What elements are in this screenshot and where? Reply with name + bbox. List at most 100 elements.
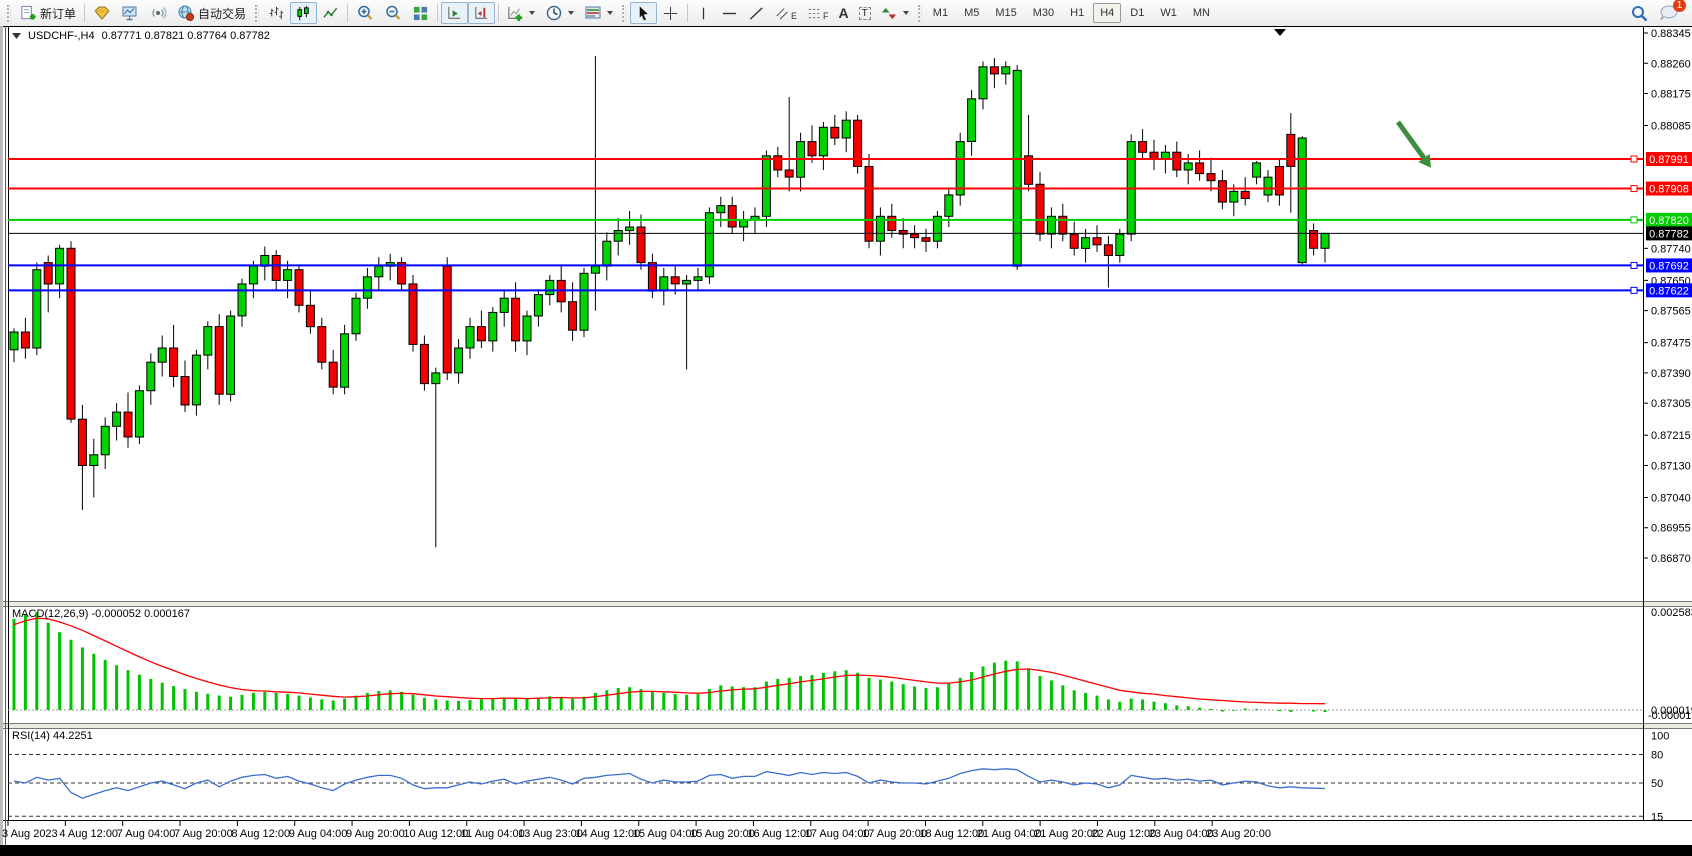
annotation-arrow[interactable] (1395, 120, 1432, 168)
hline-handle (1630, 286, 1638, 294)
price-tick-label: 0.87040 (1651, 492, 1691, 504)
tile-windows-button[interactable] (407, 2, 434, 24)
text-tool-button[interactable]: A (834, 2, 854, 24)
price-tick-label: 0.87475 (1651, 338, 1691, 350)
timeframe-M1[interactable]: M1 (926, 3, 955, 23)
text-label-tool-button[interactable]: T (854, 2, 876, 24)
horizontal-line-icon (722, 12, 737, 14)
templates-button[interactable] (579, 2, 618, 24)
current-price-label: 0.87782 (1649, 228, 1689, 240)
price-tick-label: 0.87305 (1651, 398, 1691, 410)
rsi-level-label: 100 (1651, 731, 1669, 743)
timeframe-D1[interactable]: D1 (1123, 3, 1151, 23)
crosshair-tool-button[interactable] (657, 2, 684, 24)
zoom-in-button[interactable] (351, 2, 379, 24)
chart-shift-button[interactable] (468, 2, 496, 24)
periods-button[interactable] (540, 2, 579, 24)
arrows-dropdown-caret[interactable] (902, 11, 909, 15)
macd-axis-low: 0.000019 (1651, 705, 1692, 717)
price-tick-label: 0.87215 (1651, 430, 1691, 442)
timeframe-H4[interactable]: H4 (1093, 3, 1122, 23)
chart-title-symbol: USDCHF-,H4 (28, 30, 95, 42)
search-button[interactable] (1630, 4, 1649, 23)
notifications-button[interactable]: 1 (1659, 0, 1686, 22)
arrows-tool-button[interactable] (876, 2, 914, 24)
rsi-level-label: 15 (1651, 811, 1663, 823)
candlestick-chart-type-button[interactable] (290, 2, 318, 24)
time-tick-label: 3 Aug 2023 (2, 828, 58, 840)
toolbar-separator (687, 4, 689, 22)
horizontal-line-tool-button[interactable] (716, 2, 743, 24)
toolbar-separator (347, 4, 349, 22)
time-tick-label: 23 Aug 04:00 (1149, 828, 1214, 840)
rsi-level-label: 80 (1651, 750, 1663, 762)
toolbar-grip[interactable] (917, 4, 922, 22)
chart-window[interactable]: 0.88345 0.88260 0.88175 0.88085 0.87740 0.876… (0, 26, 1692, 856)
timeframe-H1[interactable]: H1 (1063, 3, 1091, 23)
auto-scroll-button[interactable] (441, 2, 469, 24)
search-icon (1632, 5, 1648, 21)
timeframe-W1[interactable]: W1 (1153, 3, 1184, 23)
toolbar-grip[interactable] (622, 4, 627, 22)
indicators-dropdown-caret[interactable] (529, 11, 536, 15)
time-tick-label: 7 Aug 04:00 (117, 828, 176, 840)
vertical-line-tool-button[interactable] (691, 2, 716, 24)
time-tick-label: 7 Aug 20:00 (174, 828, 233, 840)
hline-price-badge-label: 0.87908 (1649, 184, 1689, 196)
timeframe-M30[interactable]: M30 (1026, 3, 1061, 23)
profile-button[interactable] (88, 2, 116, 24)
time-tick-label: 21 Aug 04:00 (977, 828, 1042, 840)
time-tick-label: 13 Aug 23:00 (518, 828, 583, 840)
rsi-level-label: 50 (1651, 778, 1663, 790)
toolbar-separator (498, 4, 500, 22)
fibonacci-tool-button[interactable]: F (802, 2, 834, 24)
line-chart-type-button[interactable] (317, 2, 344, 24)
fibonacci-letter: F (823, 10, 829, 21)
channel-icon (776, 7, 788, 20)
price-tick-label: 0.86870 (1651, 553, 1691, 565)
toolbar-right-group: 1 (1630, 0, 1689, 23)
time-tick-label: 17 Aug 20:00 (862, 828, 927, 840)
signal-icon (152, 6, 167, 20)
hline-price-badge-label: 0.87692 (1649, 260, 1689, 272)
equidistant-channel-tool-button[interactable]: E (770, 2, 802, 24)
timeframe-group: M1 M5 M15 M30 H1 H4 D1 W1 MN (926, 3, 1217, 23)
chart-menu-caret-icon[interactable] (12, 32, 21, 40)
toolbar-grip[interactable] (7, 4, 11, 22)
chat-bubble-icon (1660, 5, 1678, 21)
periods-dropdown-caret[interactable] (568, 11, 575, 15)
hline-handle (1630, 155, 1638, 163)
timeframe-M15[interactable]: M15 (988, 3, 1023, 23)
trendline-tool-button[interactable] (743, 2, 770, 24)
time-tick-label: 8 Aug 12:00 (231, 828, 290, 840)
cursor-tool-button[interactable] (630, 2, 658, 24)
horizontal-lines-layer[interactable]: 0.87991 0.87908 0.87820 0.87692 0.87622 (8, 152, 1692, 298)
price-tick-label: 0.88085 (1651, 121, 1691, 133)
tile-windows-icon (413, 6, 428, 20)
hline-price-badge (1646, 152, 1692, 166)
hline-price-badge (1646, 181, 1692, 196)
market-watch-button[interactable] (116, 2, 144, 24)
monitor-chart-icon (122, 6, 137, 21)
bar-chart-type-button[interactable] (263, 2, 290, 24)
bar-chart-icon (269, 6, 284, 19)
chart-shift-marker[interactable] (1274, 29, 1286, 36)
timeframe-MN[interactable]: MN (1186, 3, 1217, 23)
toolbar-grip[interactable] (255, 4, 260, 22)
templates-dropdown-caret[interactable] (607, 11, 614, 15)
chart-canvas[interactable]: 0.88345 0.88260 0.88175 0.88085 0.87740 0.876… (0, 26, 1692, 845)
new-order-button[interactable]: 新订单 (15, 2, 81, 24)
auto-trading-button[interactable]: 自动交易 (172, 2, 251, 24)
rsi-indicator-label: RSI(14) 44.2251 (12, 730, 93, 742)
indicators-button[interactable] (502, 2, 540, 24)
zoom-out-button[interactable] (379, 2, 407, 24)
signal-button[interactable] (144, 2, 172, 24)
hline-price-badge-label: 0.87991 (1649, 154, 1689, 166)
time-tick-label: 18 Aug 12:00 (919, 828, 984, 840)
candlestick-chart-icon (297, 5, 309, 20)
template-icon (585, 6, 601, 19)
window-bottom-edge (0, 845, 1692, 856)
time-tick-label: 15 Aug 04:00 (633, 828, 698, 840)
timeframe-M5[interactable]: M5 (957, 3, 986, 23)
time-tick-label: 16 Aug 12:00 (747, 828, 812, 840)
